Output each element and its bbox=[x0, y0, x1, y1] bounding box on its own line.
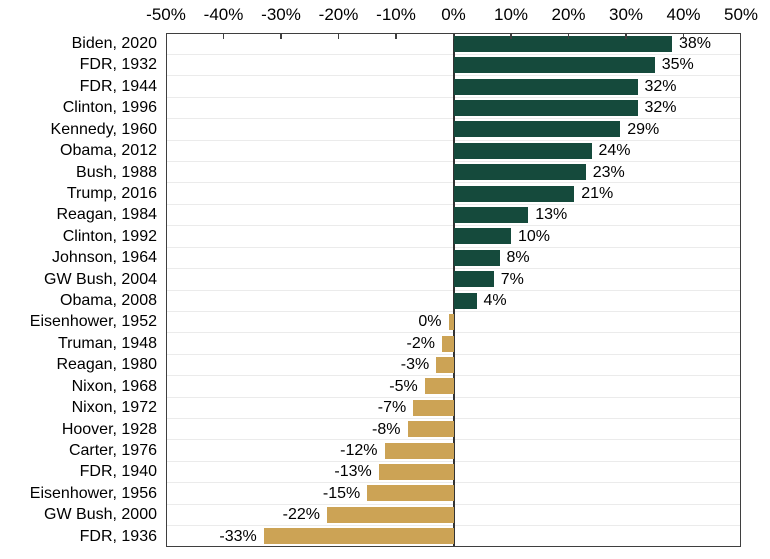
bar bbox=[378, 464, 454, 481]
category-label: Reagan, 1984 bbox=[56, 206, 157, 224]
value-label: -2% bbox=[406, 334, 435, 352]
category-label: Clinton, 1992 bbox=[62, 227, 157, 245]
value-label: 13% bbox=[535, 206, 568, 224]
x-axis-tick-label: 10% bbox=[493, 5, 529, 24]
bar bbox=[367, 485, 454, 502]
category-label: FDR, 1936 bbox=[79, 527, 157, 545]
x-axis-tick-mark bbox=[280, 33, 282, 39]
category-label: Obama, 2008 bbox=[60, 292, 157, 309]
category-label: Eisenhower, 1956 bbox=[29, 484, 157, 502]
zero-axis-line bbox=[452, 33, 455, 547]
category-label: GW Bush, 2000 bbox=[44, 506, 157, 524]
bar bbox=[453, 292, 477, 309]
value-label: -12% bbox=[340, 441, 378, 459]
category-label: Hoover, 1928 bbox=[61, 420, 157, 438]
bar bbox=[448, 314, 454, 331]
category-label: FDR, 1944 bbox=[79, 77, 157, 95]
category-label: FDR, 1940 bbox=[79, 463, 157, 481]
bar bbox=[453, 35, 672, 52]
value-label: 10% bbox=[518, 227, 551, 245]
x-axis-tick-label: 50% bbox=[723, 5, 759, 24]
category-label: Bush, 1988 bbox=[76, 163, 157, 181]
x-axis-tick-label: -20% bbox=[318, 5, 359, 24]
bar bbox=[413, 399, 454, 416]
category-label: Reagan, 1980 bbox=[56, 356, 157, 374]
value-label: -15% bbox=[322, 484, 361, 502]
bar bbox=[263, 528, 454, 545]
x-axis-tick-label: -40% bbox=[203, 5, 244, 24]
value-label: 21% bbox=[581, 184, 614, 202]
category-label: Truman, 1948 bbox=[57, 334, 157, 352]
plot-area: 38% 35% 32% 32% 29% 24% 23% 21% 13% 10% 8% 7% 4% 0% -2… bbox=[166, 33, 741, 547]
bar bbox=[453, 57, 655, 74]
category-label: Nixon, 1972 bbox=[71, 399, 157, 417]
category-label: Biden, 2020 bbox=[71, 35, 157, 52]
bar bbox=[453, 78, 638, 95]
value-label: -8% bbox=[372, 420, 401, 438]
bar bbox=[424, 378, 454, 395]
category-label: Kennedy, 1960 bbox=[50, 120, 157, 138]
value-label: 8% bbox=[506, 249, 530, 267]
category-label: GW Bush, 2004 bbox=[44, 270, 157, 288]
value-label: 23% bbox=[592, 163, 625, 181]
x-axis-tick-label: -30% bbox=[261, 5, 301, 24]
category-label: Carter, 1976 bbox=[68, 441, 157, 459]
x-axis-tick-label: -50% bbox=[146, 5, 186, 24]
category-labels: Biden, 2020 FDR, 1932 FDR, 1944 Clinton, 19… bbox=[0, 33, 157, 547]
x-axis-tick-label: 0% bbox=[441, 5, 466, 24]
x-axis-tick-mark bbox=[625, 33, 627, 39]
bar bbox=[436, 356, 454, 373]
x-axis-tick-mark bbox=[222, 33, 225, 39]
value-label: 29% bbox=[627, 120, 660, 138]
bar bbox=[453, 164, 586, 181]
category-label: Clinton, 1996 bbox=[62, 99, 157, 117]
x-axis-tick-mark bbox=[567, 33, 570, 39]
value-label: 0% bbox=[418, 313, 442, 331]
value-label: 32% bbox=[644, 77, 677, 95]
category-label: Johnson, 1964 bbox=[52, 249, 157, 267]
bar bbox=[453, 228, 511, 245]
bar bbox=[407, 421, 454, 438]
x-axis-tick-mark bbox=[337, 33, 340, 39]
value-label: -22% bbox=[282, 506, 320, 524]
bar bbox=[453, 121, 621, 138]
category-label: Nixon, 1968 bbox=[71, 377, 157, 395]
x-axis-tick-mark bbox=[395, 33, 397, 39]
x-axis-tick-labels: -50% -40% -30% -20% -10% 0% 10% 20% 30% 40% 50% bbox=[0, 2, 770, 28]
category-label: Eisenhower, 1952 bbox=[29, 313, 157, 331]
x-axis-tick-mark bbox=[682, 33, 685, 39]
bar bbox=[453, 271, 494, 288]
x-axis-tick-mark bbox=[166, 33, 168, 39]
bar bbox=[384, 442, 454, 459]
bar bbox=[453, 185, 575, 202]
value-label: 32% bbox=[644, 99, 677, 117]
bar bbox=[453, 99, 638, 116]
x-axis-tick-label: 40% bbox=[666, 5, 701, 24]
value-label: 24% bbox=[598, 142, 631, 160]
x-axis-tick-label: 20% bbox=[551, 5, 586, 24]
category-label: FDR, 1932 bbox=[79, 56, 157, 74]
value-label: -3% bbox=[400, 356, 430, 374]
category-label: Obama, 2012 bbox=[60, 142, 157, 160]
value-label: -33% bbox=[219, 527, 257, 545]
bar bbox=[442, 335, 454, 352]
category-label: Trump, 2016 bbox=[66, 184, 157, 202]
value-label: 7% bbox=[500, 270, 524, 288]
x-axis-tick-mark bbox=[739, 33, 741, 39]
value-label: -13% bbox=[334, 463, 372, 481]
value-label: -5% bbox=[389, 377, 418, 395]
x-axis-tick-mark bbox=[452, 33, 455, 39]
x-axis-tick-mark bbox=[510, 33, 512, 39]
value-label: -7% bbox=[377, 399, 407, 417]
bar bbox=[453, 249, 500, 266]
value-label: 38% bbox=[679, 35, 712, 52]
bar bbox=[327, 506, 454, 523]
bar bbox=[453, 142, 592, 159]
x-axis-tick-label: 30% bbox=[608, 5, 644, 24]
x-axis-tick-label: -10% bbox=[376, 5, 416, 24]
bar bbox=[453, 207, 529, 224]
value-label: 35% bbox=[661, 56, 694, 74]
value-label: 4% bbox=[483, 292, 507, 309]
